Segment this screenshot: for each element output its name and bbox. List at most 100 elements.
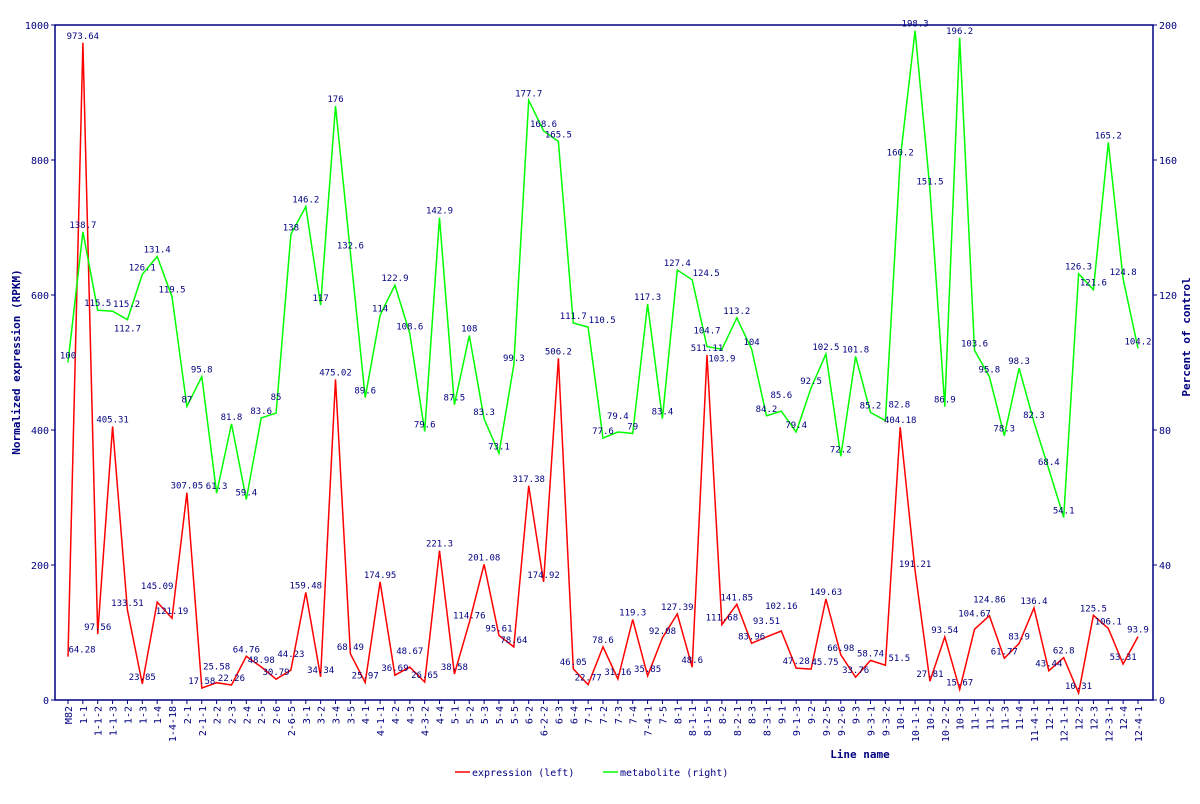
data-label: 102.5 bbox=[812, 343, 839, 353]
right-y-tick-label: 200 bbox=[1159, 21, 1177, 32]
data-label: 174.95 bbox=[364, 571, 397, 581]
data-label: 51.5 bbox=[889, 654, 911, 664]
left-y-tick-label: 600 bbox=[31, 291, 49, 302]
x-tick-label: 3-4 bbox=[332, 706, 343, 724]
x-tick-label: 2-5 bbox=[257, 706, 268, 724]
x-tick-label: 7-1 bbox=[584, 706, 595, 724]
data-label: 95.8 bbox=[979, 366, 1001, 376]
data-label: 176 bbox=[327, 95, 343, 105]
left-y-tick-label: 400 bbox=[31, 426, 49, 437]
right-axis-title: Percent of control bbox=[1180, 277, 1193, 396]
data-label: 112.7 bbox=[114, 325, 141, 335]
x-tick-label: 6-2-2 bbox=[540, 706, 551, 736]
x-tick-label: 11-4 bbox=[1015, 706, 1026, 730]
data-label: 138 bbox=[283, 223, 299, 233]
data-label: 113.2 bbox=[723, 307, 750, 317]
x-tick-label: 3-1 bbox=[302, 706, 313, 724]
data-label: 102.16 bbox=[765, 602, 798, 612]
x-tick-label: 2-1 bbox=[183, 706, 194, 724]
data-label: 124.86 bbox=[973, 596, 1006, 606]
data-label: 92.08 bbox=[649, 627, 676, 637]
x-tick-label: 8-2 bbox=[718, 706, 729, 724]
data-label: 22.77 bbox=[575, 674, 602, 684]
data-labels: 64.28 973.64 97.56 405.31 133.51 23.85 145.09 1… bbox=[60, 20, 1152, 692]
data-label: 61.3 bbox=[206, 482, 228, 492]
x-tick-label: 2-6 bbox=[272, 706, 283, 724]
data-label: 25.97 bbox=[352, 671, 379, 681]
x-tick-label: 2-6-5 bbox=[287, 706, 298, 736]
data-label: 92.5 bbox=[800, 377, 822, 387]
data-label: 126.3 bbox=[1065, 263, 1092, 273]
data-label: 115.2 bbox=[113, 300, 140, 310]
right-y-tick-label: 120 bbox=[1159, 291, 1177, 302]
data-label: 511.11 bbox=[691, 344, 724, 354]
data-label: 117.3 bbox=[634, 293, 661, 303]
data-label: 78.3 bbox=[993, 425, 1015, 435]
x-tick-label: 1-2 bbox=[123, 706, 134, 724]
data-label: 506.2 bbox=[545, 347, 572, 357]
data-label: 83.9 bbox=[1008, 632, 1030, 642]
data-label: 131.4 bbox=[144, 246, 171, 256]
data-label: 79.4 bbox=[607, 412, 629, 422]
data-label: 125.5 bbox=[1080, 604, 1107, 614]
data-label: 127.4 bbox=[664, 259, 691, 269]
data-label: 93.54 bbox=[931, 626, 958, 636]
x-tick-label: 8-3 bbox=[748, 706, 759, 724]
left-y-tick-label: 0 bbox=[43, 696, 49, 707]
x-tick-label: 6-4 bbox=[569, 706, 580, 724]
data-label: 22.26 bbox=[218, 674, 245, 684]
x-tick-label: 12-3-1 bbox=[1104, 706, 1115, 742]
data-label: 104 bbox=[743, 338, 759, 348]
data-label: 133.51 bbox=[111, 599, 144, 609]
data-label: 114.76 bbox=[453, 612, 486, 622]
data-label: 103.6 bbox=[961, 339, 988, 349]
data-label: 85.6 bbox=[770, 391, 792, 401]
data-label: 10.31 bbox=[1065, 682, 1092, 692]
data-label: 149.63 bbox=[810, 588, 843, 598]
x-tick-label: 6-2 bbox=[525, 706, 536, 724]
data-label: 145.09 bbox=[141, 582, 174, 592]
data-label: 174.92 bbox=[527, 571, 560, 581]
data-label: 475.02 bbox=[319, 368, 352, 378]
data-label: 126.1 bbox=[129, 263, 156, 273]
data-label: 59.4 bbox=[235, 489, 257, 499]
data-label: 138.7 bbox=[69, 221, 96, 231]
x-tick-label: M82 bbox=[64, 706, 75, 724]
x-tick-label: 11-1 bbox=[971, 706, 982, 730]
x-tick-label: 8-1 bbox=[673, 706, 684, 724]
x-tick-label: 5-2 bbox=[465, 706, 476, 724]
x-tick-label: 8-2-1 bbox=[733, 706, 744, 736]
data-label: 35.85 bbox=[634, 665, 661, 675]
data-label: 122.9 bbox=[381, 274, 408, 284]
data-label: 79.6 bbox=[414, 420, 436, 430]
x-tick-label: 4-3 bbox=[406, 706, 417, 724]
data-label: 45.75 bbox=[812, 658, 839, 668]
plot-frame bbox=[54, 24, 1154, 701]
data-label: 48.67 bbox=[396, 647, 423, 657]
data-label: 26.65 bbox=[411, 671, 438, 681]
data-label: 68.49 bbox=[337, 643, 364, 653]
x-tick-label: 9-2-6 bbox=[837, 706, 848, 736]
data-label: 101.8 bbox=[842, 345, 869, 355]
data-label: 48.98 bbox=[248, 656, 275, 666]
data-label: 405.31 bbox=[96, 415, 129, 425]
data-label: 103.9 bbox=[708, 354, 735, 364]
data-label: 73.1 bbox=[488, 442, 510, 452]
legend-label-expression: expression (left) bbox=[472, 768, 574, 779]
data-label: 196.2 bbox=[946, 27, 973, 37]
x-tick-label: 5-1 bbox=[450, 706, 461, 724]
x-tick-label: 4-4 bbox=[436, 706, 447, 724]
x-tick-label: 7-3 bbox=[614, 706, 625, 724]
x-tick-label: 5-3 bbox=[480, 706, 491, 724]
data-label: 127.39 bbox=[661, 603, 694, 613]
data-label: 151.5 bbox=[916, 178, 943, 188]
data-label: 317.38 bbox=[512, 475, 545, 485]
data-label: 62.8 bbox=[1053, 647, 1075, 657]
x-tick-label: 5-4 bbox=[495, 706, 506, 724]
data-label: 104.67 bbox=[958, 609, 991, 619]
data-label: 114 bbox=[372, 304, 388, 314]
left-y-tick-label: 800 bbox=[31, 156, 49, 167]
data-label: 30.79 bbox=[263, 668, 290, 678]
data-label: 77.6 bbox=[592, 427, 614, 437]
left-y-axis: 0 200 400 600 800 1000 bbox=[25, 21, 55, 707]
